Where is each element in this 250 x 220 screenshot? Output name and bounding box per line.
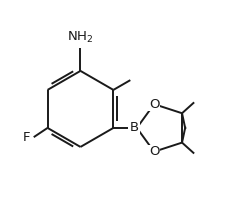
Text: F: F	[23, 131, 30, 144]
Text: O: O	[149, 145, 159, 158]
Text: B: B	[130, 121, 138, 134]
Text: O: O	[149, 98, 159, 111]
Text: NH$_2$: NH$_2$	[67, 30, 94, 45]
Text: B: B	[130, 121, 138, 134]
